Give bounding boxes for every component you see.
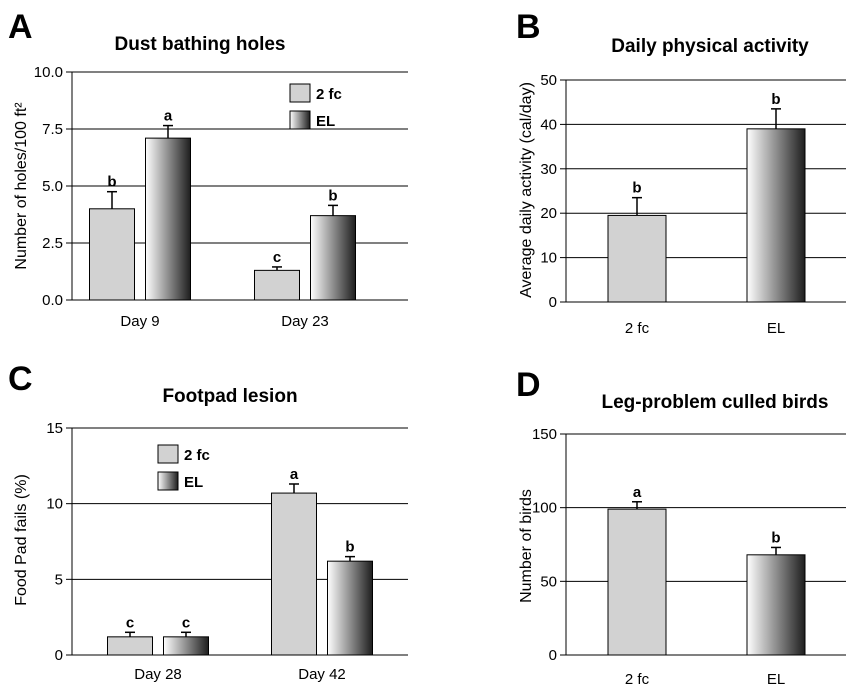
y-tick-label: 10 <box>540 250 557 267</box>
x-tick-label: Day 42 <box>298 666 346 683</box>
y-tick-label: 7.5 <box>42 121 63 138</box>
legend-label: 2 fc <box>184 447 210 464</box>
significance-letter: b <box>107 174 116 191</box>
chart-title: Dust bathing holes <box>115 34 286 55</box>
significance-letter: b <box>345 539 354 556</box>
y-tick-label: 0 <box>549 647 557 664</box>
legend-label: 2 fc <box>316 86 342 103</box>
y-tick-label: 5 <box>55 571 63 588</box>
y-tick-label: 2.5 <box>42 235 63 252</box>
y-tick-label: 10 <box>46 496 63 513</box>
x-tick-label: Day 28 <box>134 666 182 683</box>
significance-letter: a <box>633 484 642 501</box>
chart-panel-c: C Footpad lesion 0 5 10 15 Food Pad fails (%) D… <box>8 360 408 683</box>
x-tick-label: 2 fc <box>625 320 650 337</box>
significance-letter: b <box>771 529 780 546</box>
y-tick-label: 5.0 <box>42 178 63 195</box>
y-axis-label: Number of holes/100 ft² <box>13 102 30 270</box>
panel-letter: B <box>516 8 541 46</box>
y-tick-label: 50 <box>540 72 557 89</box>
chart-title: Leg-problem culled birds <box>602 392 829 413</box>
x-tick-label: Day 23 <box>281 313 329 330</box>
significance-letter: b <box>771 91 780 108</box>
y-axis-label: Average daily activity (cal/day) <box>518 82 535 298</box>
bar-el-0 <box>145 137 191 301</box>
y-axis-label: Food Pad fails (%) <box>13 474 30 606</box>
x-tick-label: 2 fc <box>625 671 650 688</box>
chart-panel-d: D Leg-problem culled birds 0 50 100 150 Number… <box>516 366 846 688</box>
legend-swatch <box>157 471 179 491</box>
significance-letter: c <box>126 614 134 631</box>
significance-letter: a <box>164 108 173 125</box>
y-tick-label: 50 <box>540 573 557 590</box>
significance-letter: c <box>182 614 190 631</box>
y-tick-label: 20 <box>540 205 557 222</box>
legend-swatch <box>289 83 311 103</box>
bar-2fc-1 <box>254 269 300 301</box>
x-tick-label: EL <box>767 671 785 688</box>
bar-2fc-0 <box>107 636 153 656</box>
y-tick-label: 10.0 <box>34 64 63 81</box>
panel-letter: D <box>516 366 541 404</box>
significance-letter: b <box>632 180 641 197</box>
chart-title: Footpad lesion <box>162 386 297 407</box>
bar-el-1 <box>746 128 806 303</box>
legend: 2 fc EL <box>289 83 342 130</box>
significance-letter: b <box>328 187 337 204</box>
y-tick-label: 150 <box>532 426 557 443</box>
panel-letter: C <box>8 360 33 398</box>
bar-2fc-1 <box>271 492 317 656</box>
chart-panel-a: A Dust bathing holes 0.0 2.5 5.0 7.5 10.0 Numbe… <box>8 8 408 330</box>
y-tick-label: 15 <box>46 420 63 437</box>
legend-label: EL <box>184 474 203 491</box>
bar-el-1 <box>746 554 806 656</box>
bar-2fc-0 <box>607 214 667 303</box>
y-tick-label: 30 <box>540 161 557 178</box>
y-tick-label: 40 <box>540 116 557 133</box>
y-tick-label: 0 <box>55 647 63 664</box>
x-tick-label: Day 9 <box>120 313 159 330</box>
y-axis-label: Number of birds <box>518 489 535 603</box>
bar-el-0 <box>163 636 209 656</box>
legend-swatch <box>289 110 311 130</box>
x-tick-label: EL <box>767 320 785 337</box>
bar-el-1 <box>310 215 356 301</box>
y-tick-label: 0 <box>549 294 557 311</box>
legend: 2 fc EL <box>157 444 210 491</box>
bar-el-1 <box>327 560 373 656</box>
bar-2fc-0 <box>89 208 135 301</box>
y-tick-label: 100 <box>532 500 557 517</box>
significance-letter: c <box>273 249 281 266</box>
legend-swatch <box>157 444 179 464</box>
y-tick-label: 0.0 <box>42 292 63 309</box>
legend-label: EL <box>316 113 335 130</box>
chart-title: Daily physical activity <box>611 36 809 57</box>
chart-panel-b: B Daily physical activity 0 10 20 30 40 50 Avera… <box>516 8 846 337</box>
bar-2fc-0 <box>607 508 667 656</box>
panel-letter: A <box>8 8 33 46</box>
significance-letter: a <box>290 466 299 483</box>
